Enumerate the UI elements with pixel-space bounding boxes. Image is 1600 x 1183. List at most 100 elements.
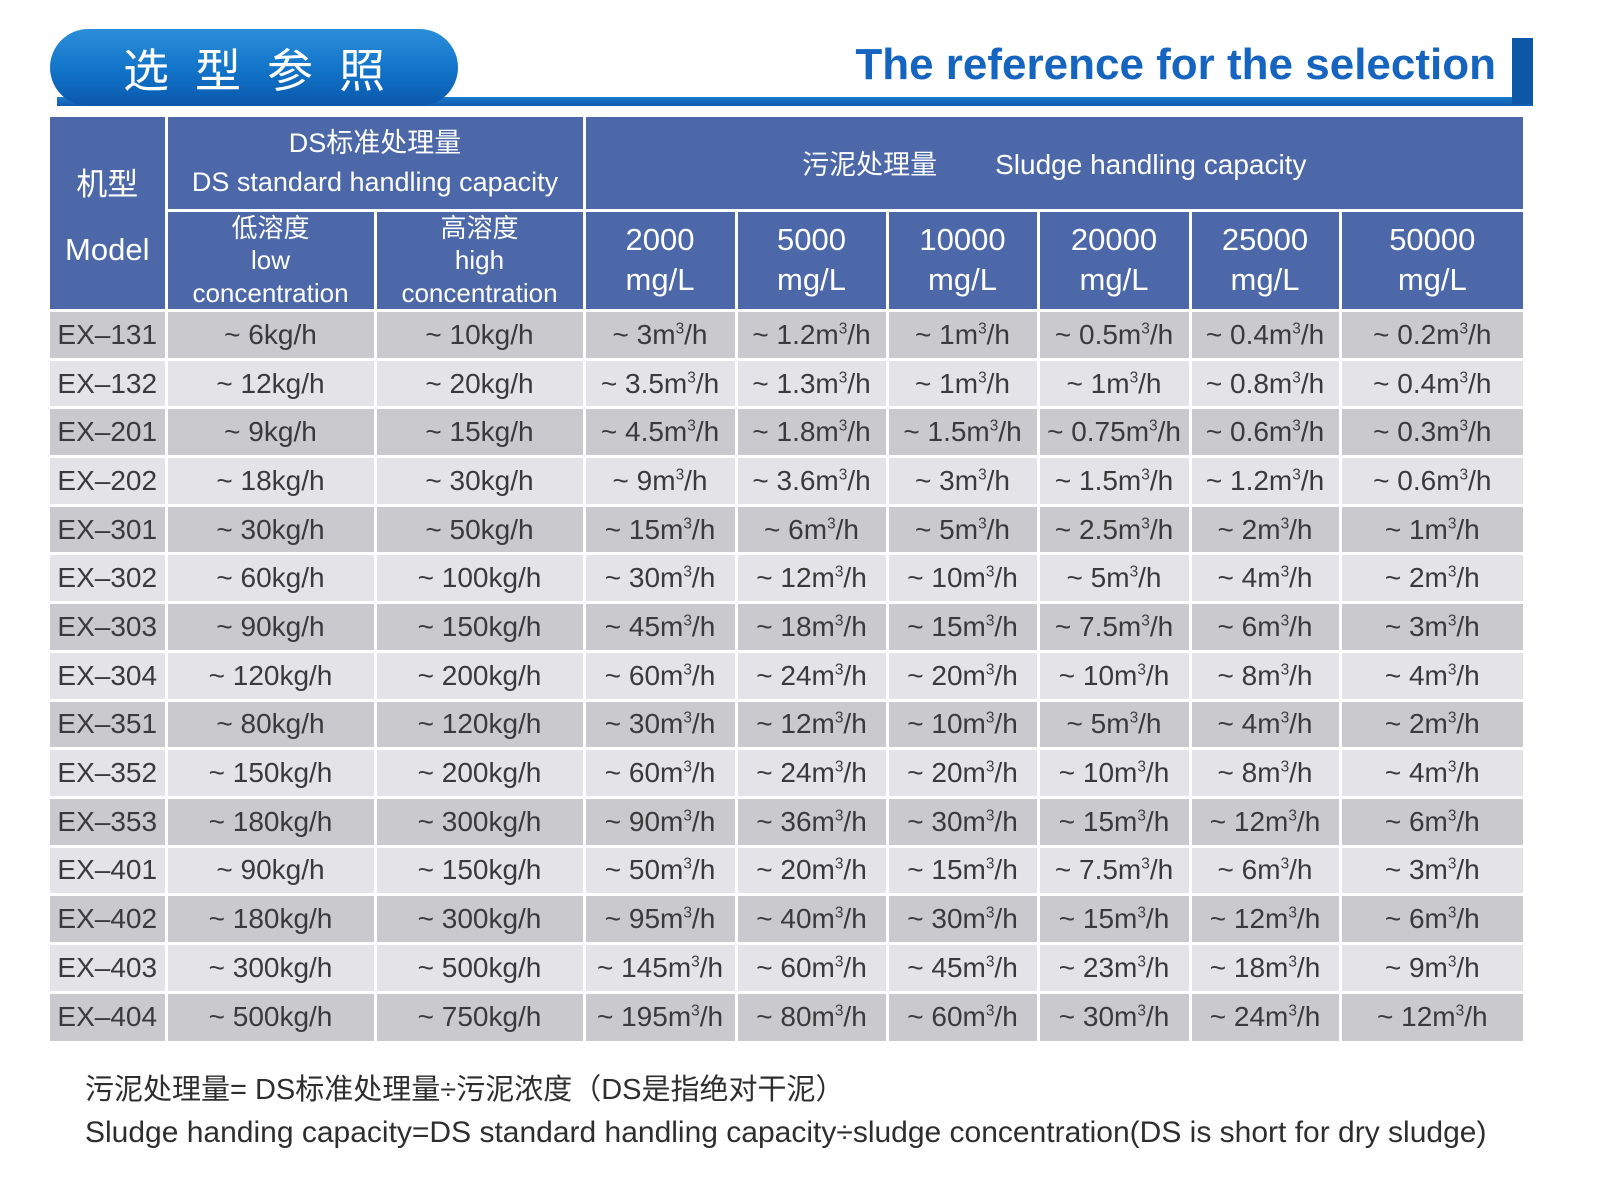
capacity-cell: ~ 0.8m3/h bbox=[1188, 357, 1342, 410]
capacity-cell: ~ 1m3/h bbox=[1338, 503, 1524, 556]
table-row: EX–304 ~ 120kg/h ~ 200kg/h ~ 60m3/h ~ 24m3/h… bbox=[50, 649, 1524, 702]
capacity-cell: ~ 300kg/h bbox=[373, 893, 586, 945]
capacity-cell: ~ 12m3/h bbox=[1188, 893, 1342, 945]
capacity-cell: ~ 300kg/h bbox=[164, 941, 377, 994]
capacity-cell: ~ 0.2m3/h bbox=[1338, 310, 1524, 361]
capacity-cell: ~ 40m3/h bbox=[734, 893, 889, 945]
capacity-cell: ~ 12m3/h bbox=[1338, 990, 1524, 1041]
capacity-cell: ~ 0.75m3/h bbox=[1036, 406, 1192, 459]
capacity-cell: ~ 95m3/h bbox=[582, 893, 738, 945]
capacity-cell: ~ 4.5m3/h bbox=[582, 406, 738, 459]
capacity-cell: ~ 90m3/h bbox=[582, 795, 738, 848]
capacity-cell: ~ 500kg/h bbox=[373, 941, 586, 994]
capacity-cell: ~ 9m3/h bbox=[582, 455, 738, 507]
concentration-value: 20000 bbox=[1070, 221, 1158, 257]
concentration-unit: mg/L bbox=[1397, 262, 1467, 298]
capacity-cell: ~ 1.5m3/h bbox=[885, 406, 1040, 459]
capacity-cell: ~ 60m3/h bbox=[582, 747, 738, 799]
capacity-cell: ~ 90kg/h bbox=[164, 601, 377, 653]
capacity-cell: ~ 180kg/h bbox=[164, 795, 377, 848]
table-row: EX–303 ~ 90kg/h ~ 150kg/h ~ 45m3/h ~ 18m3/h ~… bbox=[50, 601, 1524, 653]
model-cell: EX–402 bbox=[50, 893, 168, 945]
footer-line-cn: 污泥处理量= DS标准处理量÷污泥浓度（DS是指绝对干泥） bbox=[85, 1074, 845, 1106]
concentration-value: 2000 bbox=[625, 221, 695, 257]
capacity-cell: ~ 1m3/h bbox=[885, 357, 1040, 410]
concentration-unit: mg/L bbox=[625, 262, 695, 298]
capacity-cell: ~ 10kg/h bbox=[373, 310, 586, 361]
section-badge-label: 选型参照 bbox=[123, 44, 411, 97]
capacity-cell: ~ 0.6m3/h bbox=[1188, 406, 1342, 459]
capacity-cell: ~ 0.5m3/h bbox=[1036, 310, 1192, 361]
capacity-cell: ~ 12m3/h bbox=[734, 698, 889, 751]
table-row: EX–302 ~ 60kg/h ~ 100kg/h ~ 30m3/h ~ 12m3/h ~… bbox=[50, 552, 1524, 605]
model-cell: EX–403 bbox=[50, 941, 168, 994]
capacity-cell: ~ 0.4m3/h bbox=[1188, 310, 1342, 361]
capacity-cell: ~ 3.6m3/h bbox=[734, 455, 889, 507]
capacity-cell: ~ 24m3/h bbox=[734, 747, 889, 799]
capacity-cell: ~ 6m3/h bbox=[1188, 844, 1342, 897]
capacity-cell: ~ 10m3/h bbox=[885, 552, 1040, 605]
ds-group-cn: DS标准处理量 bbox=[288, 127, 462, 158]
capacity-cell: ~ 18m3/h bbox=[1188, 941, 1342, 994]
capacity-cell: ~ 36m3/h bbox=[734, 795, 889, 848]
capacity-cell: ~ 30kg/h bbox=[164, 503, 377, 556]
low-header-en2: concentration bbox=[192, 277, 349, 308]
concentration-header: 50000 mg/L bbox=[1338, 208, 1524, 312]
capacity-cell: ~ 750kg/h bbox=[373, 990, 586, 1041]
capacity-cell: ~ 30m3/h bbox=[582, 552, 738, 605]
capacity-cell: ~ 200kg/h bbox=[373, 649, 586, 702]
sludge-group-en: Sludge handling capacity bbox=[995, 149, 1307, 181]
capacity-cell: ~ 9kg/h bbox=[164, 406, 377, 459]
capacity-cell: ~ 6kg/h bbox=[164, 310, 377, 361]
model-cell: EX–131 bbox=[50, 310, 168, 361]
capacity-cell: ~ 30m3/h bbox=[885, 893, 1040, 945]
model-cell: EX–302 bbox=[50, 552, 168, 605]
concentration-value: 25000 bbox=[1221, 221, 1309, 257]
capacity-cell: ~ 80m3/h bbox=[734, 990, 889, 1041]
capacity-cell: ~ 15m3/h bbox=[885, 844, 1040, 897]
capacity-cell: ~ 20m3/h bbox=[885, 747, 1040, 799]
capacity-cell: ~ 20m3/h bbox=[734, 844, 889, 897]
capacity-cell: ~ 90kg/h bbox=[164, 844, 377, 897]
capacity-cell: ~ 6m3/h bbox=[1338, 893, 1524, 945]
model-cell: EX–401 bbox=[50, 844, 168, 897]
capacity-cell: ~ 15m3/h bbox=[1036, 893, 1192, 945]
table-row: EX–131 ~ 6kg/h ~ 10kg/h ~ 3m3/h ~ 1.2m3/h ~ 1… bbox=[50, 310, 1524, 361]
capacity-cell: ~ 10m3/h bbox=[1036, 649, 1192, 702]
table-row: EX–352 ~ 150kg/h ~ 200kg/h ~ 60m3/h ~ 24m3/h… bbox=[50, 747, 1524, 799]
capacity-cell: ~ 12kg/h bbox=[164, 357, 377, 410]
capacity-cell: ~ 50kg/h bbox=[373, 503, 586, 556]
capacity-cell: ~ 0.4m3/h bbox=[1338, 357, 1524, 410]
capacity-cell: ~ 80kg/h bbox=[164, 698, 377, 751]
model-cell: EX–201 bbox=[50, 406, 168, 459]
model-header-en: Model bbox=[65, 231, 150, 267]
capacity-cell: ~ 20kg/h bbox=[373, 357, 586, 410]
concentration-value: 50000 bbox=[1389, 221, 1476, 257]
capacity-cell: ~ 3m3/h bbox=[582, 310, 738, 361]
capacity-cell: ~ 4m3/h bbox=[1188, 698, 1342, 751]
capacity-cell: ~ 18kg/h bbox=[164, 455, 377, 507]
capacity-cell: ~ 45m3/h bbox=[582, 601, 738, 653]
capacity-cell: ~ 5m3/h bbox=[1036, 698, 1192, 751]
capacity-cell: ~ 4m3/h bbox=[1338, 747, 1524, 799]
capacity-cell: ~ 6m3/h bbox=[734, 503, 889, 556]
model-cell: EX–132 bbox=[50, 357, 168, 410]
capacity-cell: ~ 145m3/h bbox=[582, 941, 738, 994]
footer-line-en: Sludge handing capacity=DS standard hand… bbox=[85, 1116, 1487, 1149]
concentration-header: 2000 mg/L bbox=[582, 208, 738, 312]
capacity-cell: ~ 2m3/h bbox=[1338, 698, 1524, 751]
capacity-cell: ~ 12m3/h bbox=[1188, 795, 1342, 848]
capacity-cell: ~ 2m3/h bbox=[1188, 503, 1342, 556]
section-badge: 选型参照 bbox=[50, 29, 458, 106]
header-underline bbox=[57, 97, 1533, 106]
ds-group-en: DS standard handling capacity bbox=[191, 166, 559, 197]
page-title: The reference for the selection bbox=[855, 40, 1496, 89]
capacity-cell: ~ 60m3/h bbox=[582, 649, 738, 702]
table-row: EX–404 ~ 500kg/h ~ 750kg/h ~ 195m3/h ~ 80m3/… bbox=[50, 990, 1524, 1041]
capacity-cell: ~ 3.5m3/h bbox=[582, 357, 738, 410]
low-header-cn: 低溶度 bbox=[231, 212, 310, 243]
model-cell: EX–353 bbox=[50, 795, 168, 848]
concentration-header: 20000 mg/L bbox=[1036, 208, 1192, 312]
concentration-header: 25000 mg/L bbox=[1188, 208, 1342, 312]
